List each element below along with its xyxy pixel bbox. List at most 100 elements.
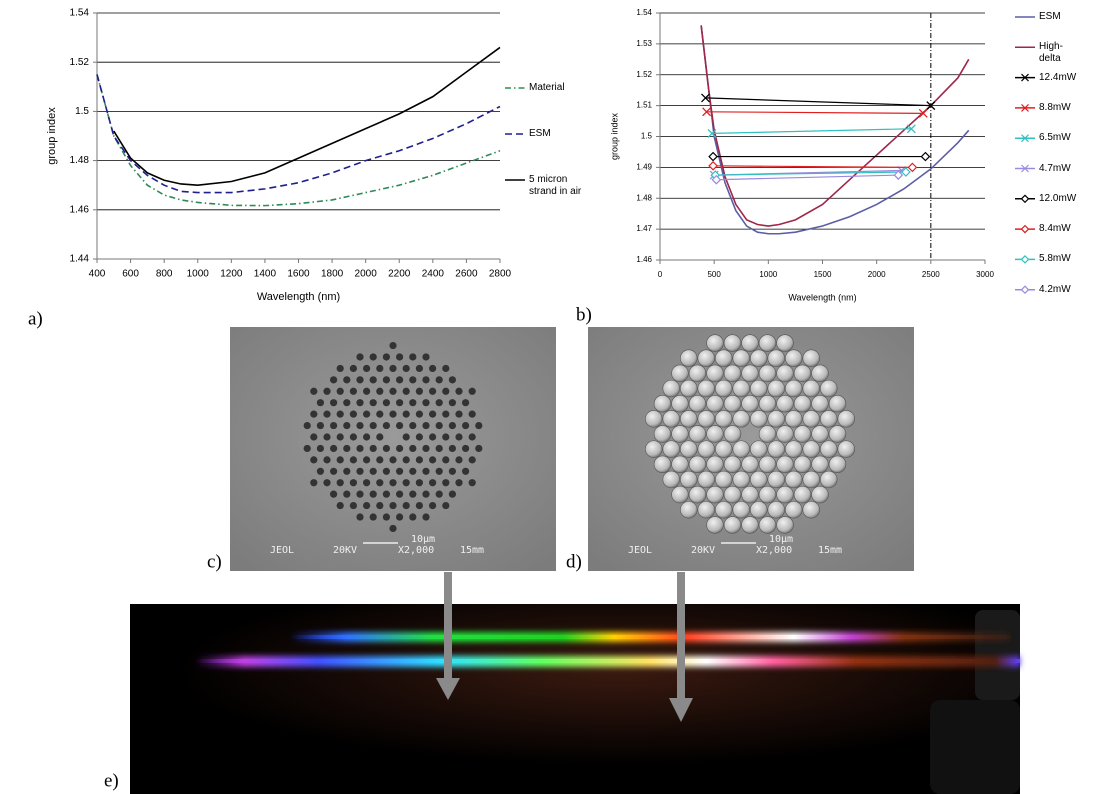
air-hole [316,467,324,475]
air-hole [369,444,377,453]
air-hole [336,410,344,418]
air-hole [697,440,715,458]
air-hole [343,399,351,407]
air-hole [316,421,324,430]
air-hole [336,479,344,487]
x-tick-label: 600 [122,269,139,280]
marker [906,124,916,134]
air-hole [442,364,450,373]
air-hole [323,410,331,418]
air-hole [662,410,680,428]
air-hole [422,353,430,361]
air-hole [645,410,663,428]
air-hole [369,399,377,407]
air-hole [376,433,384,441]
air-hole [455,456,463,464]
micrograph-caption: 20KV [333,545,357,556]
air-hole [785,440,803,458]
air-hole [828,455,847,474]
marker [918,108,928,118]
air-hole [336,387,344,395]
air-hole [402,501,410,510]
air-hole [349,387,357,395]
air-hole [336,456,344,464]
air-hole [448,490,456,498]
arrow-shaft [444,572,452,680]
x-tick-label: 1000 [187,269,210,280]
series-line [706,111,924,114]
legend-text-box: 8.4mW [1039,223,1071,234]
air-hole [837,410,855,428]
scale-bar-label: 10μm [411,534,435,545]
air-hole [723,455,742,474]
x-axis-label: Wavelength (nm) [257,291,340,303]
air-hole [396,399,404,407]
y-tick-label: 1.51 [636,101,652,110]
marker [711,174,722,185]
arrow-head [436,678,460,700]
air-hole [409,444,417,453]
air-hole [409,467,417,475]
air-hole [653,394,672,413]
micrograph-caption: 20KV [691,545,715,556]
air-hole [369,376,377,384]
air-hole [389,456,397,464]
legend-text-box: 4.7mW [1039,163,1071,174]
air-hole [396,444,404,453]
air-hole [741,364,759,383]
y-tick-label: 1.5 [75,106,89,117]
y-tick-label: 1.47 [636,224,652,233]
air-hole [415,410,423,418]
air-hole [680,501,698,519]
legend-marker [1020,194,1030,204]
air-hole [422,490,430,498]
air-hole [356,399,364,407]
panel-label: d) [566,551,582,572]
legend-label: ESM [529,128,551,139]
air-hole [706,485,724,504]
air-hole [356,444,364,453]
air-hole [343,421,351,430]
air-hole [793,455,812,474]
air-hole [732,470,750,489]
legend-text-box: 12.4mW [1039,72,1076,83]
air-hole [389,524,397,533]
y-tick-label: 1.5 [641,132,653,141]
series-line [96,74,501,207]
air-hole [356,353,364,361]
legend-label: High-delta [1039,41,1063,65]
air-hole [382,513,390,521]
air-hole [785,470,803,489]
x-tick-label: 500 [707,270,721,279]
air-hole [723,485,742,504]
marker [901,167,911,177]
air-hole [356,467,364,475]
air-hole [767,379,785,398]
air-hole [409,353,417,361]
air-hole [363,387,371,395]
air-hole [811,425,829,443]
air-hole [750,410,768,428]
air-hole [376,364,384,373]
air-hole [662,470,680,489]
arrow-shaft [677,572,685,700]
x-tick-label: 400 [89,269,106,280]
air-hole [697,379,715,398]
air-hole [396,513,404,521]
air-hole [429,364,437,373]
legend-text-box: 4.2mW [1039,284,1071,295]
air-hole [409,421,417,430]
air-hole [330,467,338,475]
air-hole [671,425,689,443]
legend-label: 5.8mW [1039,253,1071,265]
air-hole [455,433,463,441]
air-hole [758,455,777,474]
air-hole [723,425,742,443]
air-hole [409,513,417,521]
air-hole [396,421,404,430]
air-hole [785,349,803,367]
air-hole [767,470,785,489]
air-hole [475,444,483,453]
micrograph-caption: 15mm [818,545,842,556]
legend-text-box: High-delta [1039,41,1063,65]
